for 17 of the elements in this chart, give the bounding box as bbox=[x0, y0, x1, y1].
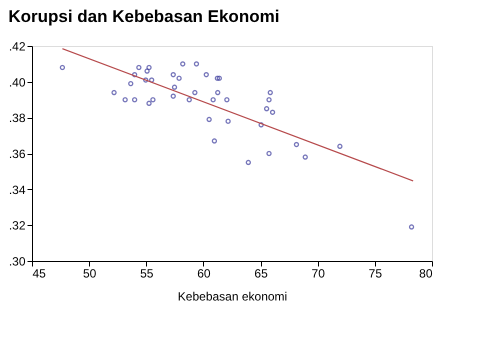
y-tick-label: .36 bbox=[8, 147, 26, 161]
x-tick-label: 60 bbox=[197, 266, 211, 280]
y-tick-label: .30 bbox=[8, 254, 26, 268]
x-tick-label: 50 bbox=[82, 266, 97, 280]
y-tick-label: .40 bbox=[8, 75, 26, 90]
y-tick-label: .32 bbox=[8, 218, 26, 233]
x-axis-title: Kebebasan ekonomi bbox=[178, 290, 288, 304]
y-tick-label: .42 bbox=[8, 40, 26, 54]
x-tick-label: 80 bbox=[419, 266, 433, 280]
y-tick-label: .38 bbox=[8, 111, 26, 126]
x-tick-label: 55 bbox=[140, 266, 154, 280]
y-tick-label: .34 bbox=[8, 182, 26, 197]
chart-title: Korupsi dan Kebebasan Ekonomi bbox=[8, 7, 280, 26]
x-tick-label: 75 bbox=[368, 266, 382, 280]
x-tick-label: 65 bbox=[254, 266, 268, 280]
x-tick-label: 45 bbox=[32, 266, 46, 280]
x-tick-label: 70 bbox=[312, 266, 326, 280]
